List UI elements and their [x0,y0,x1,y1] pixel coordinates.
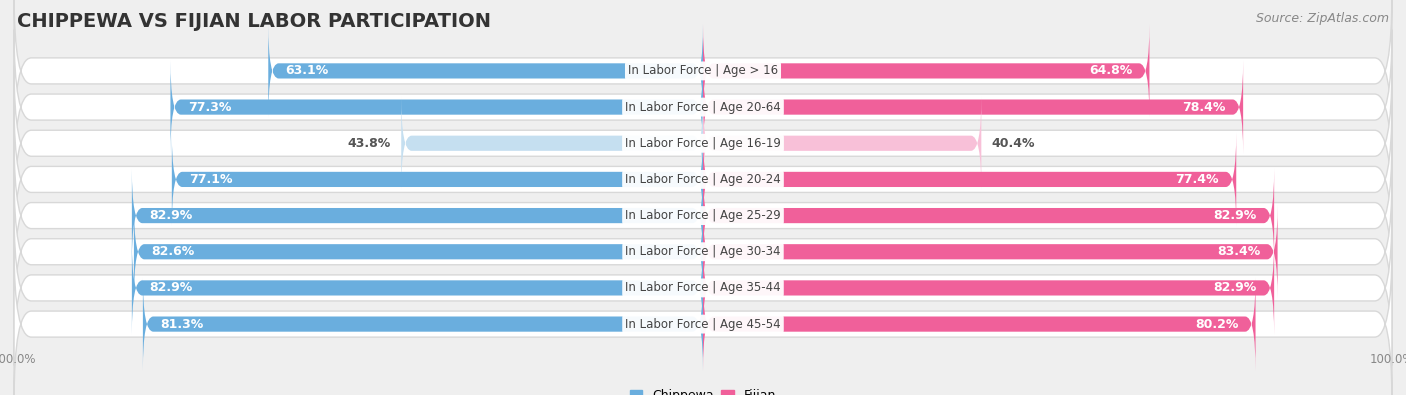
Text: 77.3%: 77.3% [187,101,231,114]
FancyBboxPatch shape [132,241,703,335]
FancyBboxPatch shape [703,277,1256,371]
Text: In Labor Force | Age 16-19: In Labor Force | Age 16-19 [626,137,780,150]
Text: In Labor Force | Age 35-44: In Labor Force | Age 35-44 [626,281,780,294]
FancyBboxPatch shape [703,24,1150,118]
Legend: Chippewa, Fijian: Chippewa, Fijian [624,384,782,395]
Text: 80.2%: 80.2% [1195,318,1239,331]
Text: 43.8%: 43.8% [347,137,391,150]
Text: 82.9%: 82.9% [1213,281,1257,294]
Text: 77.4%: 77.4% [1175,173,1219,186]
FancyBboxPatch shape [14,211,1392,365]
Text: In Labor Force | Age 30-34: In Labor Force | Age 30-34 [626,245,780,258]
Text: 63.1%: 63.1% [285,64,329,77]
Text: 82.9%: 82.9% [149,281,193,294]
FancyBboxPatch shape [172,133,703,226]
FancyBboxPatch shape [269,24,703,118]
Text: In Labor Force | Age 25-29: In Labor Force | Age 25-29 [626,209,780,222]
Text: 40.4%: 40.4% [991,137,1035,150]
FancyBboxPatch shape [703,97,981,190]
Text: 82.9%: 82.9% [1213,209,1257,222]
FancyBboxPatch shape [14,174,1392,329]
FancyBboxPatch shape [703,241,1274,335]
FancyBboxPatch shape [14,66,1392,221]
FancyBboxPatch shape [703,205,1278,298]
Text: Source: ZipAtlas.com: Source: ZipAtlas.com [1256,12,1389,25]
FancyBboxPatch shape [703,60,1243,154]
FancyBboxPatch shape [134,205,703,298]
Text: In Labor Force | Age > 16: In Labor Force | Age > 16 [628,64,778,77]
Text: In Labor Force | Age 20-64: In Labor Force | Age 20-64 [626,101,780,114]
Text: 64.8%: 64.8% [1090,64,1132,77]
Text: 78.4%: 78.4% [1182,101,1226,114]
FancyBboxPatch shape [401,97,703,190]
FancyBboxPatch shape [703,133,1236,226]
FancyBboxPatch shape [14,30,1392,184]
Text: 82.9%: 82.9% [149,209,193,222]
Text: 83.4%: 83.4% [1218,245,1260,258]
FancyBboxPatch shape [132,169,703,262]
FancyBboxPatch shape [703,169,1274,262]
Text: 81.3%: 81.3% [160,318,204,331]
Text: In Labor Force | Age 45-54: In Labor Force | Age 45-54 [626,318,780,331]
FancyBboxPatch shape [14,247,1392,395]
FancyBboxPatch shape [14,0,1392,148]
FancyBboxPatch shape [14,138,1392,293]
Text: CHIPPEWA VS FIJIAN LABOR PARTICIPATION: CHIPPEWA VS FIJIAN LABOR PARTICIPATION [17,12,491,31]
Text: 82.6%: 82.6% [152,245,194,258]
Text: In Labor Force | Age 20-24: In Labor Force | Age 20-24 [626,173,780,186]
FancyBboxPatch shape [170,60,703,154]
FancyBboxPatch shape [14,102,1392,257]
Text: 77.1%: 77.1% [188,173,232,186]
FancyBboxPatch shape [143,277,703,371]
